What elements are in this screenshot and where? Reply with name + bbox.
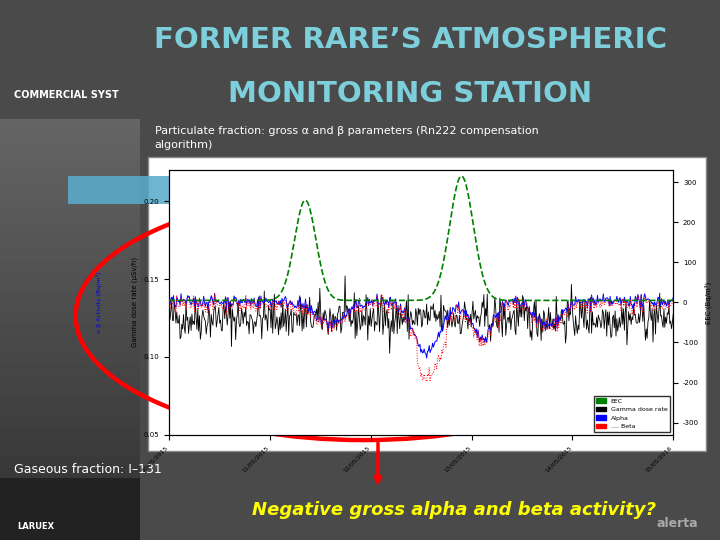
Beta (669, 297, 678, 303)
Gamma dose rate (254, 294, 263, 301)
Beta (165, 299, 174, 305)
Alpha (255, 293, 264, 299)
Bar (0, 242, 140, 252)
Bar (0, 427, 140, 437)
EEC (294, 214, 303, 220)
EEC (165, 297, 174, 303)
Alpha (464, 311, 472, 318)
EEC (503, 297, 511, 303)
Text: Particulate fraction: gross α and β parameters (Rn222 compensation
algorithm): Particulate fraction: gross α and β para… (155, 126, 539, 150)
Beta (503, 305, 512, 312)
Text: alerta: alerta (657, 517, 698, 530)
Line: Beta: Beta (169, 294, 673, 382)
EEC (393, 297, 402, 303)
Gamma dose rate (669, 310, 678, 317)
Bar (0, 416, 140, 427)
Y-axis label: Gamma dose rate (μSv/h): Gamma dose rate (μSv/h) (132, 258, 138, 347)
EEC (463, 186, 472, 192)
Gamma dose rate (385, 350, 394, 356)
Beta (464, 313, 472, 320)
Bar (0, 262, 140, 273)
Bar (0, 232, 140, 242)
Bar (0, 139, 140, 150)
Bar (0, 375, 140, 386)
Alpha (503, 300, 512, 307)
Bar (0, 314, 140, 324)
Bar (0, 293, 140, 303)
Bar (0, 273, 140, 283)
Bar (0, 221, 140, 232)
Alpha (669, 294, 678, 300)
Gamma dose rate (165, 309, 174, 316)
EEC (669, 297, 678, 303)
Beta (210, 291, 219, 297)
Alpha (295, 293, 304, 299)
Beta (394, 312, 402, 319)
Beta (423, 379, 431, 385)
Bar (0, 365, 140, 375)
Y-axis label: EEC (Bq/m³): EEC (Bq/m³) (704, 281, 712, 323)
Bar (0, 252, 140, 262)
Bar (0, 150, 140, 160)
EEC (545, 297, 554, 303)
Bar (0, 303, 140, 314)
Gamma dose rate (294, 312, 303, 318)
Text: MONITORING STATION: MONITORING STATION (228, 80, 593, 109)
Bar (0, 324, 140, 334)
Gamma dose rate (546, 309, 554, 316)
Legend: EEC, Gamma dose rate, Alpha, .... Beta: EEC, Gamma dose rate, Alpha, .... Beta (594, 396, 670, 431)
Bar (0, 211, 140, 221)
Bar (0, 386, 140, 396)
Beta (255, 296, 264, 302)
Bar (0, 355, 140, 365)
Gamma dose rate (395, 315, 403, 321)
Line: Alpha: Alpha (169, 293, 673, 358)
FancyBboxPatch shape (68, 176, 209, 204)
Bar (0, 437, 140, 447)
Bar (0, 201, 140, 211)
Bar (0, 129, 140, 139)
Bar (0, 345, 140, 355)
Alpha (394, 308, 402, 315)
EEC (457, 173, 466, 179)
Bar (148, 157, 706, 451)
Alpha (423, 355, 431, 361)
Alpha (546, 321, 554, 327)
Line: EEC: EEC (169, 176, 673, 300)
Alpha (165, 296, 174, 302)
Bar (0, 334, 140, 345)
Polygon shape (209, 176, 248, 204)
Text: Gaseous fraction: I–131: Gaseous fraction: I–131 (14, 463, 162, 476)
Gamma dose rate (503, 315, 512, 321)
Bar (0, 406, 140, 416)
Bar (0, 191, 140, 201)
Bar (0, 396, 140, 406)
Gamma dose rate (464, 326, 472, 332)
Text: α β Activity (Bq/m²): α β Activity (Bq/m²) (96, 272, 102, 333)
Text: LARUEX: LARUEX (17, 522, 55, 531)
Bar (0, 170, 140, 180)
Text: Negative gross alpha and beta activity?: Negative gross alpha and beta activity? (251, 501, 656, 519)
Beta (546, 325, 554, 332)
Bar (0, 160, 140, 170)
Alpha (210, 290, 219, 296)
Text: FORMER RARE’S ATMOSPHERIC: FORMER RARE’S ATMOSPHERIC (154, 26, 667, 55)
Bar (0, 468, 140, 478)
Bar (0, 283, 140, 293)
Bar (0, 457, 140, 468)
Bar (0, 180, 140, 191)
Beta (295, 302, 304, 308)
Line: Gamma dose rate: Gamma dose rate (169, 276, 673, 353)
EEC (254, 297, 263, 303)
Bar (0, 119, 140, 129)
Bar (0, 478, 140, 540)
Gamma dose rate (341, 273, 349, 279)
Text: COMMERCIAL SYST: COMMERCIAL SYST (14, 90, 119, 99)
Bar (0, 447, 140, 457)
